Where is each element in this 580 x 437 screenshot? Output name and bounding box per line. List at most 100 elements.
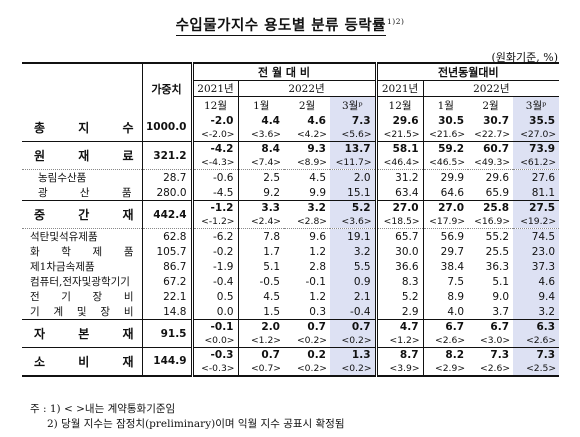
cell-value: 1.3 (330, 347, 378, 363)
cell-contract-value: <2.6> (468, 362, 514, 377)
cell-value: 58.1 (376, 141, 424, 157)
cell-contract-value: <2.4> (250, 216, 281, 228)
cell-value: 81.1 (513, 185, 560, 201)
header-blank (22, 62, 143, 114)
cell-value: 7.8 (238, 228, 284, 244)
cell-value: 31.2 (376, 169, 424, 185)
cell-value: 4.6 (513, 274, 560, 289)
cell-value: 1.5 (263, 305, 280, 318)
cell-contract-value: <11.7> (330, 156, 378, 170)
row-weight: 62.8 (142, 228, 194, 244)
cell-value: 1.7 (263, 245, 280, 258)
cell-value: -1.9 (192, 259, 239, 274)
cell-contract-value: <61.2> (513, 156, 560, 170)
cell-contract-value: <0.7> (238, 362, 284, 377)
header-month: 3월ᵖ (330, 96, 378, 114)
table-row: 컴퓨터,전자및광학기기 67.2 -0.4 -0.5 -0.1 0.9 8.3 7.5 5.1 4… (22, 274, 560, 289)
cell-value: 19.1 (330, 228, 378, 244)
cell-contract-value: <4.2> (296, 129, 327, 141)
header-month: 1월 (437, 99, 454, 112)
cell-contract-value: <18.5> (376, 215, 424, 229)
cell-value: -0.1 (305, 275, 327, 288)
cell-value: 56.9 (423, 228, 469, 244)
cell-value: 3.3 (238, 200, 284, 216)
cell-value: 4.0 (447, 305, 465, 318)
cell-value: 5.2 (330, 200, 378, 216)
cell-contract-value: <46.4> (376, 156, 424, 170)
table-row: 전 기 장 비 22.1 0.5 4.5 1.2 2.1 5.2 8.9 9.0 9.4 (22, 289, 560, 304)
table-row: 농림수산품 28.7 -0.6 2.5 4.5 2.0 31.2 29.9 29.6 27.6 (22, 169, 560, 185)
cell-contract-value: <46.5> (429, 157, 466, 169)
table-row-contract-currency: <-4.3> <7.4> <8.9> <11.7> <46.4> <46.5> <49.3>… (22, 156, 560, 170)
header-year-2022-yoy: 2022년 (423, 80, 560, 97)
table-row: 화 학 제 품 105.7 -0.2 1.7 1.2 3.2 30.0 29.7 25.5 23.… (22, 244, 560, 259)
cell-value: 29.6 (376, 113, 424, 129)
cell-contract-value: <7.4> (250, 157, 281, 169)
row-label: 중 간 재 (22, 200, 143, 229)
cell-contract-value: <1.2> (250, 335, 281, 347)
cell-value: 60.7 (468, 141, 514, 157)
cell-contract-value: <0.2> (330, 334, 378, 348)
cell-contract-value: <0.2> (296, 335, 327, 347)
cell-value: 8.7 (376, 347, 424, 363)
row-label: 원 재 료 (22, 141, 143, 170)
cell-value: 7.3 (330, 113, 378, 129)
header-year-2021-mom: 2021년 (192, 80, 239, 97)
cell-contract-value: <49.3> (474, 157, 511, 169)
cell-contract-value: <0.2> (330, 362, 378, 377)
cell-value: 9.0 (492, 290, 510, 303)
cell-value: 27.5 (513, 200, 560, 216)
header-year-2021-yoy: 2021년 (376, 80, 424, 97)
header-yoy: 전년동월대비 (376, 62, 560, 81)
header-month: 12월 (376, 96, 424, 114)
cell-value: 8.3 (376, 274, 424, 289)
cell-value: 2.0 (238, 319, 284, 335)
cell-contract-value: <5.6> (330, 128, 378, 142)
unit-label: (원화기준, %) (491, 51, 558, 64)
cell-value: 15.1 (330, 185, 378, 201)
cell-contract-value: <2.5> (513, 362, 560, 377)
table-row-contract-currency: <-1.2> <2.4> <2.8> <3.6> <18.5> <17.9> <16.9> <… (22, 215, 560, 229)
cell-value: 4.6 (307, 115, 326, 127)
cell-value: 37.3 (513, 259, 560, 274)
cell-value: 29.9 (423, 169, 469, 185)
cell-value: -0.6 (192, 169, 239, 185)
header-weight: 가중치 (142, 62, 194, 114)
cell-value: 2.0 (330, 169, 378, 185)
cell-value: 27.0 (376, 200, 424, 216)
cell-contract-value: <2.8> (296, 216, 327, 228)
footnotes: 주 : 1) < >내는 계약통화기준임 2) 당월 지수는 잠정치(preli… (30, 402, 345, 432)
cell-contract-value: <2.9> (423, 362, 469, 377)
cell-value: 30.5 (438, 115, 465, 127)
row-weight: 1000.0 (142, 113, 194, 142)
cell-value: 5.2 (376, 289, 424, 304)
row-label: 컴퓨터,전자및광학기기 (22, 274, 143, 289)
cell-value: 38.4 (440, 260, 465, 273)
table-row: 중 간 재 442.4 -1.2 3.3 3.2 5.2 27.0 27.0 25.8 27.5 (22, 200, 560, 229)
cell-contract-value: <1.2> (376, 334, 424, 348)
cell-value: 8.4 (238, 141, 284, 157)
table-row: 광 산 품 280.0 -4.5 9.2 9.9 15.1 63.4 64.6 65.9 81.1 (22, 185, 560, 201)
table-row: 기 계 및 장 비 14.8 0.0 1.5 0.3 -0.4 2.9 4.0 3.7 3.2 (22, 304, 560, 320)
cell-value: -0.5 (259, 275, 281, 288)
table-row: 석탄및석유제품 62.8 -6.2 7.8 9.6 19.1 65.7 56.9 55.2 74.… (22, 228, 560, 244)
cell-value: 23.0 (513, 244, 560, 259)
row-weight: 86.7 (142, 259, 194, 274)
cell-contract-value: <3.0> (480, 335, 511, 347)
cell-contract-value: <-1.2> (192, 215, 239, 229)
cell-value: 2.1 (330, 289, 378, 304)
cell-contract-value: <3.9> (376, 362, 424, 377)
cell-contract-value: <22.7> (474, 129, 511, 141)
table-row-contract-currency: <0.0> <1.2> <0.2> <0.2> <1.2> <2.6> <3.0> <2.6> (22, 334, 560, 348)
cell-value: 2.9 (376, 304, 424, 320)
row-weight: 91.5 (142, 319, 194, 348)
cell-value: 55.2 (468, 228, 514, 244)
cell-contract-value: <21.5> (376, 128, 424, 142)
footnote-2: 2) 당월 지수는 잠정치(preliminary)이며 익월 지수 공표시 확… (47, 418, 345, 430)
cell-value: 9.6 (284, 228, 330, 244)
title-footnote-mark: 1)2) (387, 17, 405, 26)
table-row: 원 재 료 321.2 -4.2 8.4 9.3 13.7 58.1 59.2 60.7 73.9 (22, 141, 560, 170)
table-row: 제1차금속제품 86.7 -1.9 5.1 2.8 5.5 36.6 38.4 36.3 37.3 (22, 259, 560, 274)
cell-contract-value: <0.2> (284, 362, 330, 377)
cell-value: 4.4 (261, 115, 280, 127)
